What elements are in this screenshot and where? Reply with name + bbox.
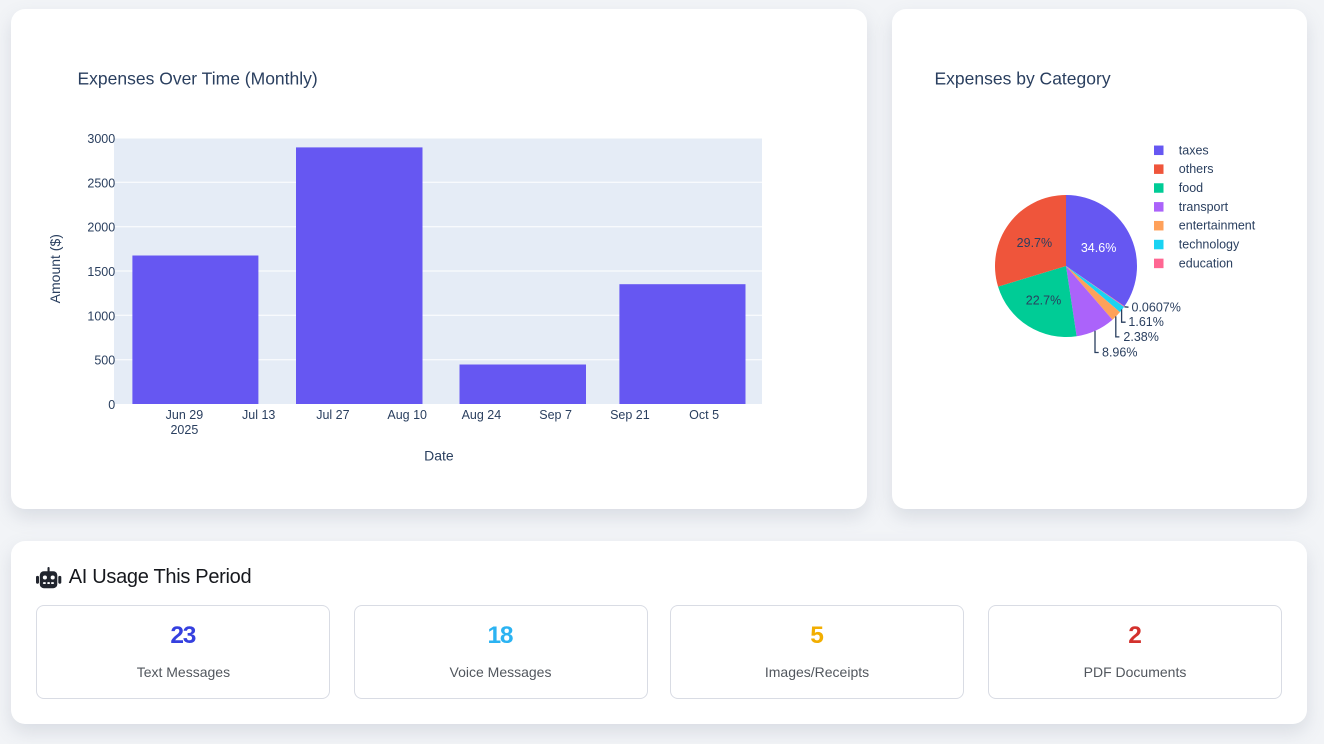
svg-text:transport: transport <box>1179 200 1229 214</box>
svg-text:Expenses by Category: Expenses by Category <box>935 69 1111 89</box>
svg-text:Amount ($): Amount ($) <box>47 234 63 303</box>
svg-text:2500: 2500 <box>87 176 115 190</box>
svg-text:Aug 24: Aug 24 <box>462 408 502 422</box>
svg-text:22.7%: 22.7% <box>1026 294 1061 308</box>
svg-text:500: 500 <box>94 354 115 368</box>
svg-text:0: 0 <box>108 398 115 412</box>
svg-text:Date: Date <box>424 448 454 464</box>
svg-text:entertainment: entertainment <box>1179 219 1256 233</box>
svg-text:8.96%: 8.96% <box>1102 346 1137 360</box>
svg-text:Sep 21: Sep 21 <box>610 408 650 422</box>
svg-text:34.6%: 34.6% <box>1081 241 1116 255</box>
svg-text:3000: 3000 <box>87 132 115 146</box>
svg-text:2.38%: 2.38% <box>1123 330 1158 344</box>
svg-text:29.7%: 29.7% <box>1017 236 1052 250</box>
svg-text:Jul 27: Jul 27 <box>316 408 349 422</box>
svg-text:1000: 1000 <box>87 309 115 323</box>
svg-text:Expenses Over Time (Monthly): Expenses Over Time (Monthly) <box>78 69 318 89</box>
svg-text:Oct 5: Oct 5 <box>689 408 719 422</box>
svg-text:taxes: taxes <box>1179 143 1209 157</box>
svg-text:others: others <box>1179 162 1214 176</box>
svg-text:Jul 13: Jul 13 <box>242 408 275 422</box>
svg-text:2000: 2000 <box>87 221 115 235</box>
svg-text:0.0607%: 0.0607% <box>1132 300 1181 314</box>
svg-text:1.61%: 1.61% <box>1128 315 1163 329</box>
svg-text:2025: 2025 <box>170 423 198 437</box>
svg-text:Aug 10: Aug 10 <box>387 408 427 422</box>
svg-text:education: education <box>1179 256 1233 270</box>
svg-text:food: food <box>1179 181 1203 195</box>
svg-text:Sep 7: Sep 7 <box>539 408 572 422</box>
svg-text:Jun 29: Jun 29 <box>166 408 204 422</box>
svg-text:1500: 1500 <box>87 265 115 279</box>
svg-text:technology: technology <box>1179 238 1240 252</box>
